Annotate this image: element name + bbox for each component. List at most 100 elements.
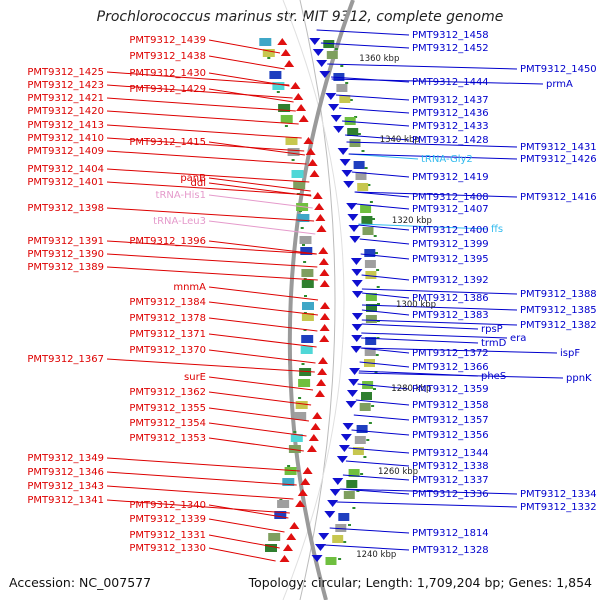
gene-block	[326, 51, 338, 59]
forward-gene-arrow	[319, 335, 330, 342]
position-tick	[303, 261, 307, 263]
position-tick	[376, 286, 380, 288]
forward-gene-arrow	[310, 423, 321, 430]
gene-label: PMT9312_1328	[412, 545, 489, 556]
label-leader-line	[359, 238, 410, 245]
label-leader-line	[106, 84, 293, 99]
reverse-gene-arrow	[318, 533, 330, 540]
reverse-gene-arrow	[311, 555, 323, 562]
position-tick	[302, 244, 305, 246]
gene-block	[300, 247, 313, 255]
gene-block	[285, 137, 298, 145]
label-leader-line	[106, 71, 290, 86]
position-tick	[298, 397, 302, 399]
reverse-gene-arrow	[345, 401, 357, 408]
label-leader-line	[208, 177, 311, 192]
gene-label: era	[510, 333, 526, 344]
position-tick	[267, 57, 271, 59]
gene-block	[268, 533, 281, 541]
position-tick	[368, 422, 372, 424]
gene-label: mnmA	[173, 282, 206, 293]
position-tick	[373, 235, 377, 237]
gene-block	[297, 214, 310, 222]
label-leader-line	[106, 168, 310, 183]
reverse-gene-arrow	[351, 335, 363, 342]
position-tick	[376, 269, 380, 271]
gene-label: PMT9312_1433	[412, 121, 489, 132]
label-leader-line	[208, 39, 281, 54]
label-leader-line	[336, 501, 518, 508]
forward-gene-arrow	[284, 60, 295, 67]
gene-block	[357, 183, 369, 191]
label-leader-line	[358, 372, 564, 379]
label-leader-line	[106, 457, 300, 472]
gene-block	[301, 335, 314, 343]
gene-block	[362, 227, 374, 235]
forward-gene-arrow	[286, 533, 297, 540]
label-leader-line	[208, 504, 289, 519]
gene-label: PMT9312_1358	[412, 400, 489, 411]
label-leader-line	[335, 94, 410, 101]
position-tick	[334, 48, 338, 50]
gene-label: PMT9312_1423	[27, 80, 104, 91]
reverse-gene-arrow	[346, 390, 358, 397]
gene-label: pheS	[481, 371, 506, 382]
gene-block	[294, 412, 307, 420]
gene-block	[278, 104, 291, 112]
label-leader-line	[106, 137, 305, 152]
gene-block	[299, 368, 312, 376]
forward-gene-arrow	[296, 104, 307, 111]
reverse-gene-arrow	[348, 379, 360, 386]
gene-block	[352, 447, 364, 455]
gene-block	[262, 49, 275, 57]
reverse-gene-arrow	[339, 159, 351, 166]
reverse-gene-arrow	[346, 203, 358, 210]
label-leader-line	[361, 323, 479, 330]
label-leader-line	[357, 383, 410, 390]
label-leader-line	[361, 319, 518, 326]
gene-label: tRNA-His1	[156, 190, 206, 201]
label-leader-line	[208, 286, 319, 301]
gene-label: PMT9312_1337	[412, 475, 489, 486]
position-tick	[363, 456, 367, 458]
gene-label: PMT9312_1359	[412, 384, 489, 395]
gene-block	[348, 469, 360, 477]
reverse-gene-arrow	[337, 148, 349, 155]
gene-block	[301, 280, 314, 288]
label-leader-line	[106, 97, 296, 112]
gene-label: PMT9312_1410	[27, 133, 104, 144]
reverse-gene-arrow	[351, 291, 363, 298]
gene-label: ppnK	[566, 373, 592, 384]
gene-label: PMT9312_1383	[412, 310, 489, 321]
gene-label: PMT9312_1346	[27, 467, 104, 478]
gene-block	[277, 500, 290, 508]
gene-block	[344, 117, 356, 125]
gene-labels: 1360 kbp 1340 kbp 1320 kbp 1300 kbp 1280 kbp…	[27, 30, 596, 560]
gene-block	[349, 139, 361, 147]
forward-gene-arrow	[303, 137, 314, 144]
gene-label: PMT9312_1334	[520, 489, 597, 500]
kbp-position-label: 1360 kbp	[359, 54, 399, 64]
gene-block	[259, 38, 272, 46]
gene-block	[365, 293, 377, 301]
gene-block	[359, 403, 371, 411]
position-tick	[276, 91, 280, 93]
gene-block	[269, 71, 282, 79]
forward-gene-arrow	[289, 522, 300, 529]
gene-label: PMT9312_1356	[412, 430, 489, 441]
gene-label: PMT9312_1371	[129, 329, 206, 340]
reverse-gene-arrow	[314, 544, 326, 551]
gene-block	[299, 236, 312, 244]
gene-label: PMT9312_1429	[129, 84, 206, 95]
gene-label: tRNA-Gly2	[421, 154, 473, 165]
gene-block	[300, 346, 313, 354]
gene-label: PMT9312_1398	[27, 203, 104, 214]
label-leader-line	[208, 88, 294, 103]
gene-label: PMT9312_1416	[520, 192, 597, 203]
gene-label: PMT9312_1355	[129, 403, 206, 414]
gene-label: PMT9312_1386	[412, 293, 489, 304]
gene-label: PMT9312_1420	[27, 106, 104, 117]
gene-label: PMT9312_1428	[412, 135, 489, 146]
gene-label: PMT9312_1437	[412, 95, 489, 106]
position-tick	[361, 150, 365, 152]
